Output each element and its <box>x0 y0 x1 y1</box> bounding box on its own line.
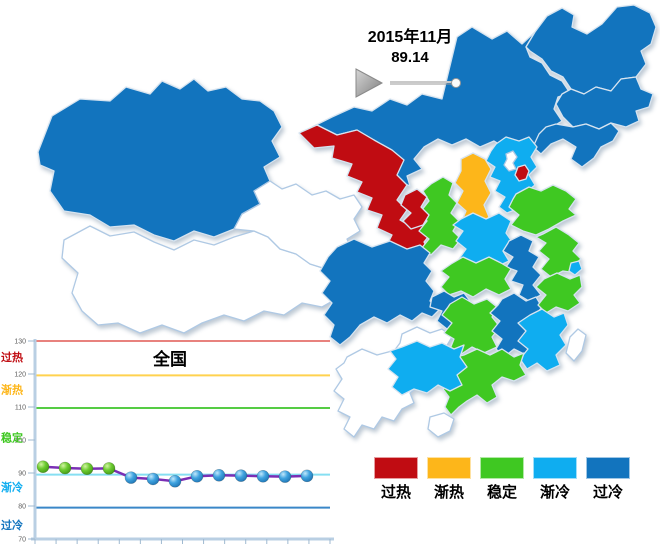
timeline-value: 89.14 <box>391 49 429 66</box>
legend-label-overcooled: 过冷 <box>592 484 623 501</box>
province-shandong[interactable] <box>508 184 577 236</box>
legend-item-overheated: 过热 <box>374 457 418 501</box>
legend-label-stable: 稳定 <box>486 484 517 501</box>
svg-text:100: 100 <box>14 438 26 445</box>
legend-label-overheated: 过热 <box>380 484 411 501</box>
legend-swatch-overheated <box>374 457 418 479</box>
legend-item-cooling: 渐冷 <box>533 457 577 501</box>
province-hubei[interactable] <box>440 256 512 298</box>
province-qinghai[interactable] <box>233 180 363 270</box>
legend-item-stable: 稳定 <box>480 457 524 501</box>
province-xinjiang[interactable] <box>37 78 283 242</box>
timeline-player <box>355 68 461 98</box>
svg-text:渐冷: 渐冷 <box>1 480 23 494</box>
legend-swatch-warming <box>427 457 471 479</box>
svg-text:90: 90 <box>18 471 26 478</box>
svg-text:全国: 全国 <box>152 349 187 369</box>
province-sichuan[interactable] <box>319 238 441 346</box>
legend-swatch-overcooled <box>586 457 630 479</box>
svg-text:过热: 过热 <box>1 350 23 364</box>
province-liaoning[interactable] <box>532 122 620 168</box>
province-heilongjiang[interactable] <box>525 4 657 95</box>
legend-swatch-stable <box>480 457 524 479</box>
legend-label-cooling: 渐冷 <box>539 484 570 501</box>
svg-text:80: 80 <box>18 504 26 511</box>
svg-text:70: 70 <box>18 537 26 544</box>
province-tianjin[interactable] <box>514 164 530 182</box>
threshold-lines <box>35 340 330 509</box>
svg-text:130: 130 <box>14 339 26 346</box>
play-button[interactable] <box>355 68 384 98</box>
timeline-title: 2015年11月 89.14 <box>340 28 480 67</box>
svg-text:110: 110 <box>15 405 26 412</box>
province-guangxi[interactable] <box>387 340 468 396</box>
svg-text:稳定: 稳定 <box>1 430 23 444</box>
province-hunan[interactable] <box>441 296 501 356</box>
svg-text:渐热: 渐热 <box>1 383 23 397</box>
province-fujian[interactable] <box>517 308 569 372</box>
province-ningxia[interactable] <box>400 188 430 230</box>
svg-text:120: 120 <box>14 372 26 379</box>
timeline-handle[interactable] <box>451 78 461 88</box>
chart-series <box>36 460 314 488</box>
map-legend: 过热 渐热 稳定 渐冷 过冷 <box>374 457 630 501</box>
svg-text:过冷: 过冷 <box>1 518 23 532</box>
chart-axes: 130 120 110 100 90 80 70 <box>14 339 334 544</box>
legend-item-warming: 渐热 <box>427 457 471 501</box>
legend-swatch-cooling <box>533 457 577 479</box>
province-taiwan[interactable] <box>565 328 587 362</box>
province-zhejiang[interactable] <box>535 272 583 314</box>
legend-item-overcooled: 过冷 <box>586 457 630 501</box>
province-beijing[interactable] <box>503 150 518 172</box>
province-hainan[interactable] <box>427 412 455 438</box>
timeline-period: 2015年11月 <box>367 29 453 46</box>
legend-label-warming: 渐热 <box>433 484 464 501</box>
province-shanghai[interactable] <box>568 260 583 276</box>
